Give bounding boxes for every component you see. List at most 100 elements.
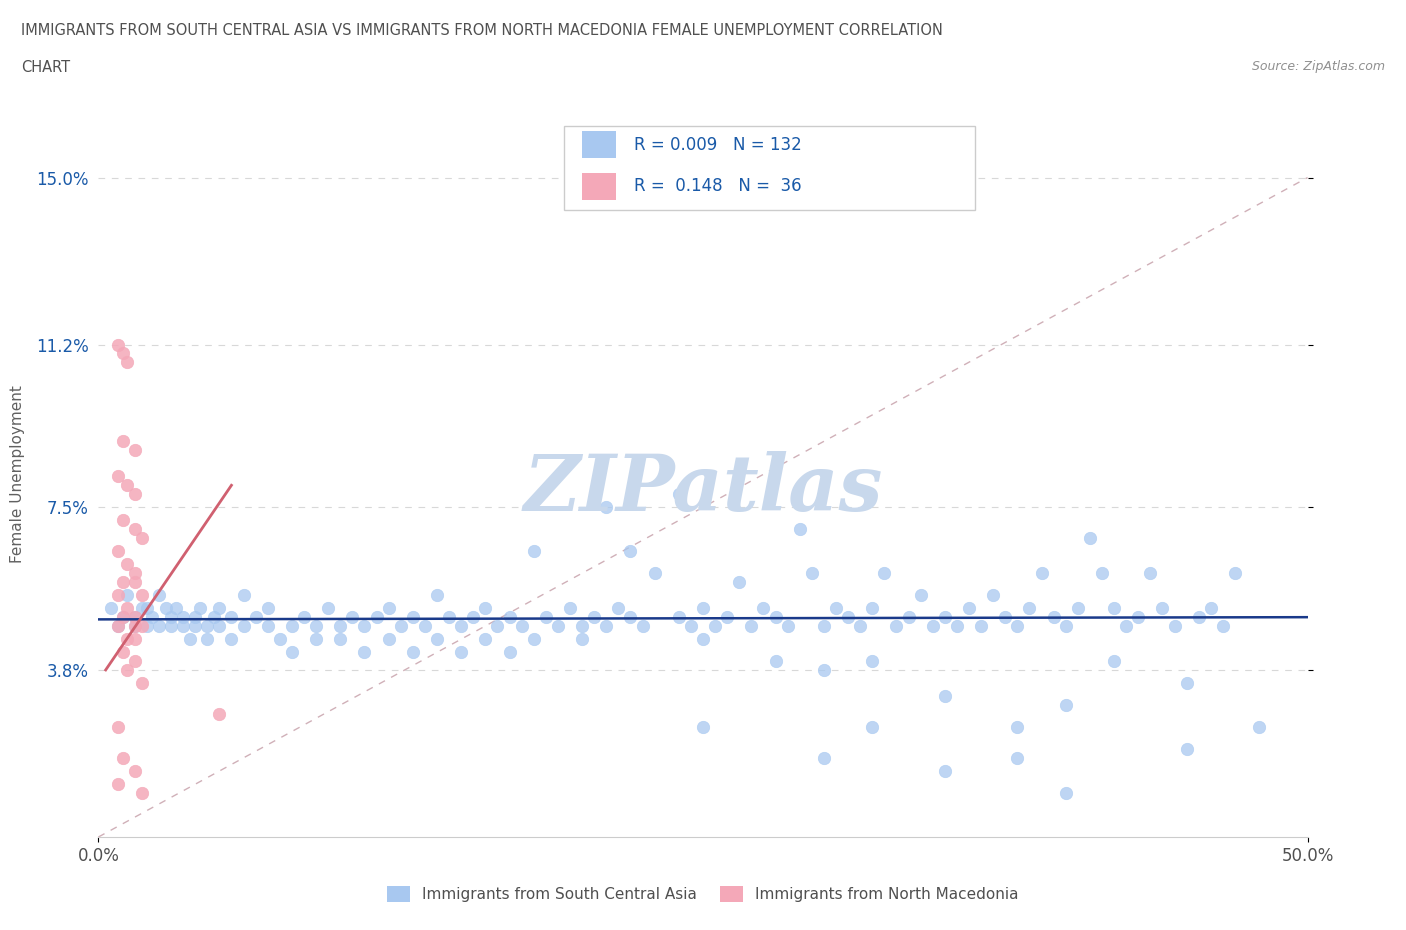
- Point: [160, 610, 183, 625]
- Point: [897, 610, 920, 625]
- Text: Source: ZipAtlas.com: Source: ZipAtlas.com: [1251, 60, 1385, 73]
- Point: [208, 601, 231, 616]
- Point: [329, 631, 352, 646]
- Point: [117, 354, 139, 369]
- Point: [1249, 720, 1271, 735]
- Point: [692, 601, 714, 616]
- Point: [934, 764, 956, 778]
- Point: [117, 662, 139, 677]
- Point: [644, 565, 666, 580]
- Point: [353, 618, 375, 633]
- Point: [402, 610, 425, 625]
- Point: [994, 610, 1017, 625]
- Point: [1018, 601, 1040, 616]
- Point: [860, 654, 883, 669]
- Point: [179, 631, 201, 646]
- Point: [389, 618, 412, 633]
- Point: [474, 631, 496, 646]
- Point: [934, 689, 956, 704]
- FancyBboxPatch shape: [564, 126, 976, 209]
- Point: [117, 557, 139, 572]
- Point: [124, 610, 146, 625]
- Point: [776, 618, 799, 633]
- Point: [124, 631, 146, 646]
- Point: [1212, 618, 1234, 633]
- Point: [1078, 531, 1101, 546]
- Point: [124, 610, 146, 625]
- Point: [221, 610, 243, 625]
- Point: [131, 531, 153, 546]
- Point: [1007, 720, 1029, 735]
- Point: [1054, 618, 1077, 633]
- Point: [619, 610, 641, 625]
- Point: [188, 601, 211, 616]
- Point: [124, 443, 146, 458]
- Point: [316, 601, 339, 616]
- Point: [131, 601, 153, 616]
- Point: [921, 618, 943, 633]
- Point: [970, 618, 993, 633]
- Point: [1175, 741, 1198, 756]
- Point: [172, 610, 194, 625]
- Point: [1054, 698, 1077, 712]
- Point: [402, 644, 425, 659]
- Point: [450, 618, 472, 633]
- Point: [117, 478, 139, 493]
- Point: [131, 786, 153, 801]
- Point: [292, 610, 315, 625]
- Point: [523, 631, 546, 646]
- Legend: Immigrants from South Central Asia, Immigrants from North Macedonia: Immigrants from South Central Asia, Immi…: [387, 886, 1019, 902]
- Point: [1188, 610, 1211, 625]
- Point: [437, 610, 460, 625]
- Point: [498, 610, 520, 625]
- Text: IMMIGRANTS FROM SOUTH CENTRAL ASIA VS IMMIGRANTS FROM NORTH MACEDONIA FEMALE UNE: IMMIGRANTS FROM SOUTH CENTRAL ASIA VS IM…: [21, 23, 943, 38]
- Point: [957, 601, 980, 616]
- Point: [800, 565, 823, 580]
- Point: [981, 588, 1004, 603]
- Point: [1054, 786, 1077, 801]
- Point: [329, 618, 352, 633]
- Point: [131, 676, 153, 691]
- Point: [413, 618, 436, 633]
- Text: ZIPatlas: ZIPatlas: [523, 450, 883, 527]
- Point: [281, 644, 304, 659]
- Point: [124, 618, 146, 633]
- Point: [256, 601, 278, 616]
- Point: [523, 544, 546, 559]
- Point: [1007, 751, 1029, 765]
- Point: [111, 644, 134, 659]
- Point: [124, 565, 146, 580]
- Point: [558, 601, 581, 616]
- Point: [607, 601, 630, 616]
- Text: R =  0.148   N =  36: R = 0.148 N = 36: [634, 178, 801, 195]
- Point: [208, 707, 231, 722]
- Point: [510, 618, 533, 633]
- Point: [107, 777, 129, 791]
- Point: [155, 601, 177, 616]
- Point: [934, 610, 956, 625]
- Point: [305, 631, 328, 646]
- Point: [813, 618, 835, 633]
- Point: [668, 610, 690, 625]
- Point: [1031, 565, 1053, 580]
- Point: [353, 644, 375, 659]
- Point: [534, 610, 557, 625]
- Point: [269, 631, 291, 646]
- Point: [232, 618, 254, 633]
- Point: [619, 544, 641, 559]
- Point: [245, 610, 267, 625]
- Point: [571, 618, 593, 633]
- Point: [195, 618, 218, 633]
- Point: [117, 601, 139, 616]
- Point: [1128, 610, 1150, 625]
- Point: [463, 610, 485, 625]
- Point: [1163, 618, 1185, 633]
- Point: [765, 654, 787, 669]
- Point: [160, 618, 183, 633]
- Point: [107, 588, 129, 603]
- Point: [111, 434, 134, 449]
- Point: [547, 618, 569, 633]
- Point: [124, 618, 146, 633]
- Point: [595, 618, 617, 633]
- Text: R = 0.009   N = 132: R = 0.009 N = 132: [634, 136, 801, 153]
